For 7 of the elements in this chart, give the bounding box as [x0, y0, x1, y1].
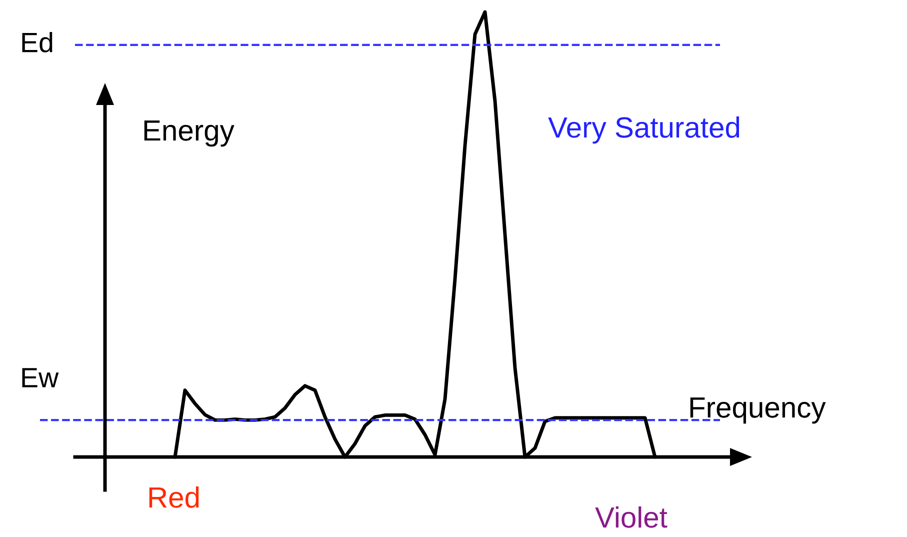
text: Red — [149, 486, 199, 508]
ref-line-label: Ew — [22, 368, 59, 388]
annotation: Very Saturated — [548, 116, 740, 144]
ref-line-label: Ed — [22, 32, 52, 52]
text: Violet — [595, 506, 668, 528]
annotation: Energy — [144, 120, 234, 147]
text: Frequency — [690, 397, 826, 424]
